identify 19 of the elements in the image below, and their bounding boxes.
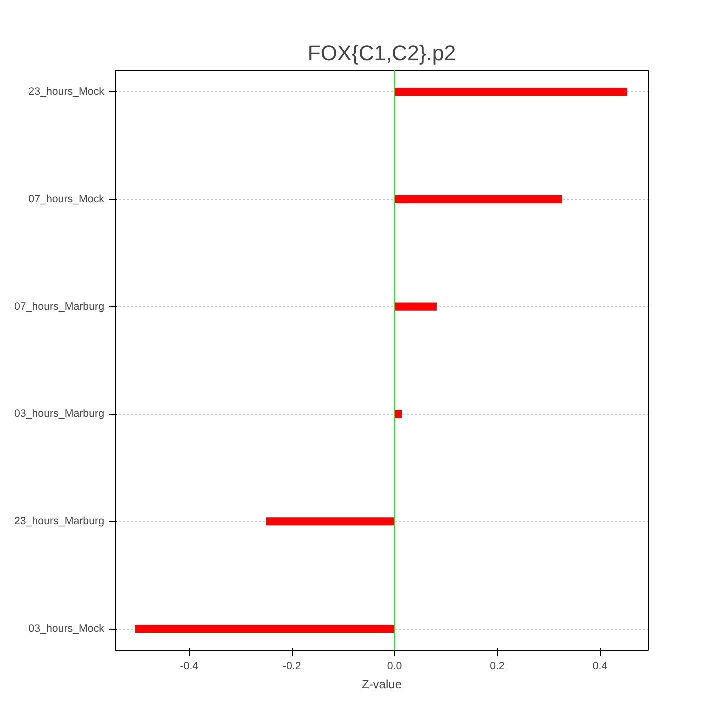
bar [394, 410, 402, 418]
y-tick-label: 23_hours_Marburg [14, 516, 105, 528]
chart-title: FOX{C1,C2}.p2 [308, 42, 456, 66]
x-tick-label: 0.0 [387, 660, 402, 672]
bar [394, 302, 437, 311]
bar [266, 518, 395, 526]
y-tick-label: 07_hours_Marburg [14, 300, 105, 313]
y-tick-label: 07_hours_Mock [28, 193, 106, 206]
x-tick-label: -0.4 [180, 660, 199, 672]
x-tick-label: -0.2 [282, 660, 302, 672]
x-tick-label: 0.4 [592, 660, 608, 672]
x-axis-title: Z-value [362, 678, 402, 692]
bar [136, 624, 395, 634]
y-tick-label: 03_hours_Marburg [14, 408, 105, 420]
bar [394, 195, 562, 204]
bar [394, 88, 628, 96]
y-tick-label: 23_hours_Mock [28, 86, 106, 98]
y-tick-label: 03_hours_Mock [28, 623, 106, 636]
x-tick-label: 0.2 [490, 660, 506, 672]
